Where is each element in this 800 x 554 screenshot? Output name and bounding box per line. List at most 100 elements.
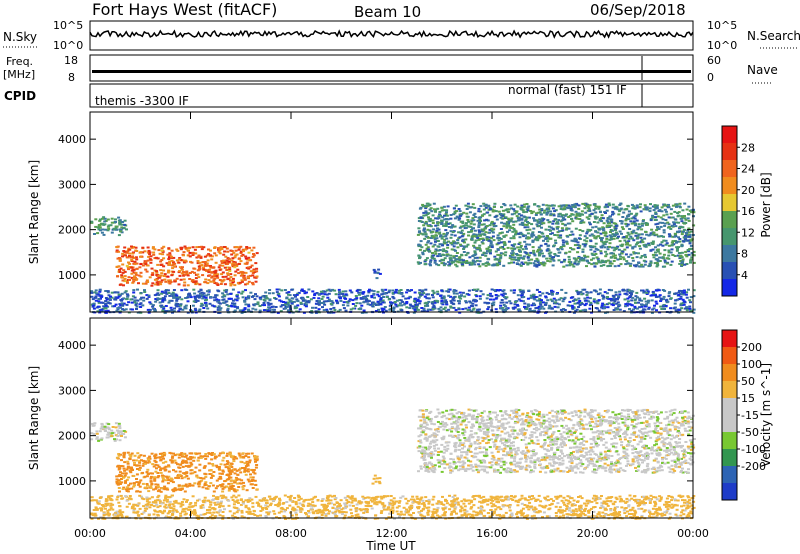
echo-cell bbox=[223, 246, 226, 248]
echo-cell bbox=[687, 250, 691, 253]
echo-cell bbox=[589, 229, 593, 231]
echo-cell bbox=[231, 455, 235, 458]
echo-cell bbox=[202, 466, 206, 469]
echo-cell bbox=[605, 226, 609, 229]
echo-cell bbox=[442, 264, 446, 267]
echo-cell bbox=[236, 482, 240, 485]
echo-cell bbox=[682, 289, 686, 292]
echo-cell bbox=[477, 224, 481, 227]
echo-cell bbox=[547, 225, 551, 228]
echo-cell bbox=[536, 211, 540, 214]
echo-cell bbox=[381, 301, 385, 304]
echo-cell bbox=[136, 288, 139, 291]
echo-cell bbox=[119, 299, 123, 301]
echo-cell bbox=[616, 258, 620, 261]
echo-cell bbox=[214, 261, 218, 264]
echo-cell bbox=[266, 301, 270, 304]
echo-cell bbox=[662, 235, 665, 238]
echo-cell bbox=[455, 215, 459, 218]
echo-cell bbox=[524, 247, 528, 250]
echo-cell bbox=[344, 297, 348, 300]
echo-cell bbox=[530, 295, 534, 298]
echo-cell bbox=[301, 299, 305, 302]
echo-cell bbox=[325, 293, 329, 296]
echo-cell bbox=[118, 490, 121, 493]
echo-cell bbox=[546, 235, 549, 237]
echo-cell bbox=[681, 216, 685, 219]
colorbar-tick-label: 8 bbox=[741, 248, 748, 261]
echo-cell bbox=[673, 302, 677, 305]
echo-cell bbox=[123, 275, 127, 278]
echo-cell bbox=[168, 262, 171, 265]
echo-cell bbox=[408, 295, 412, 298]
echo-cell bbox=[468, 211, 472, 214]
echo-cell bbox=[573, 206, 577, 209]
echo-cell bbox=[118, 283, 122, 286]
echo-cell bbox=[592, 254, 596, 256]
echo-cell bbox=[517, 298, 521, 301]
echo-cell bbox=[623, 239, 627, 242]
echo-cell bbox=[278, 299, 282, 302]
echo-cell bbox=[578, 214, 582, 217]
echo-cell bbox=[433, 261, 437, 264]
echo-cell bbox=[92, 433, 96, 435]
echo-cell bbox=[635, 307, 639, 310]
echo-cell bbox=[571, 233, 575, 236]
echo-cell bbox=[605, 253, 609, 256]
echo-cell bbox=[446, 246, 450, 249]
echo-cell bbox=[549, 213, 553, 216]
echo-cell bbox=[678, 252, 682, 255]
echo-cell bbox=[364, 296, 368, 299]
echo-cell bbox=[98, 226, 102, 229]
echo-cell bbox=[620, 232, 623, 235]
echo-cell bbox=[583, 245, 587, 248]
echo-cell bbox=[161, 250, 165, 253]
echo-cell bbox=[525, 203, 529, 205]
echo-cell bbox=[601, 297, 605, 300]
colorbar-swatch bbox=[722, 245, 737, 263]
echo-cell bbox=[429, 237, 433, 239]
echo-cell bbox=[655, 295, 659, 298]
echo-cell bbox=[460, 253, 464, 256]
echo-cell bbox=[121, 276, 125, 279]
echo-cell bbox=[507, 262, 511, 265]
echo-cell bbox=[472, 223, 476, 226]
echo-cell bbox=[132, 277, 136, 280]
echo-cell bbox=[163, 278, 167, 281]
echo-cell bbox=[658, 294, 662, 297]
echo-cell bbox=[651, 253, 655, 256]
echo-cell bbox=[600, 216, 604, 219]
echo-cell bbox=[462, 232, 466, 235]
echo-cell bbox=[546, 260, 550, 262]
echo-cell bbox=[161, 297, 165, 300]
echo-cell bbox=[130, 272, 134, 275]
echo-cell bbox=[307, 288, 311, 291]
echo-cell bbox=[670, 260, 674, 263]
echo-cell bbox=[383, 306, 387, 308]
echo-cell bbox=[251, 255, 255, 258]
echo-cell bbox=[556, 306, 560, 309]
echo-cell bbox=[196, 273, 200, 276]
echo-cell bbox=[176, 249, 180, 252]
echo-cell bbox=[589, 240, 593, 243]
echo-cell bbox=[119, 306, 122, 309]
echo-cell bbox=[525, 306, 529, 309]
echo-cell bbox=[575, 289, 579, 292]
echo-cell bbox=[562, 241, 566, 244]
echo-cell bbox=[492, 303, 496, 306]
echo-cell bbox=[225, 289, 229, 291]
echo-cell bbox=[160, 306, 164, 309]
echo-cell bbox=[119, 230, 123, 233]
echo-cell bbox=[432, 257, 436, 260]
echo-cell bbox=[168, 451, 172, 454]
echo-cell bbox=[376, 304, 380, 306]
echo-cell bbox=[474, 239, 478, 242]
echo-cell bbox=[175, 299, 179, 302]
echo-cell bbox=[136, 452, 140, 455]
echo-cell bbox=[445, 233, 449, 236]
echo-cell bbox=[200, 291, 204, 294]
echo-cell bbox=[602, 296, 606, 298]
echo-cell bbox=[488, 224, 492, 227]
echo-cell bbox=[489, 240, 493, 243]
echo-cell bbox=[160, 249, 164, 252]
